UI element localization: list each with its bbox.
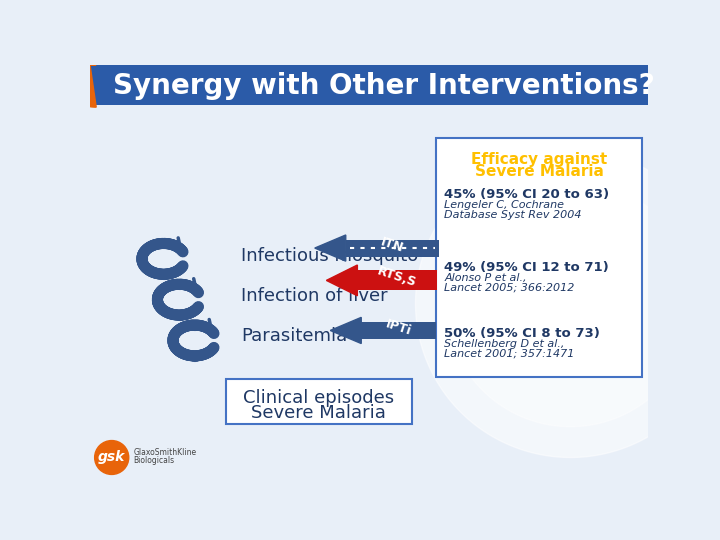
Polygon shape — [326, 265, 357, 296]
FancyBboxPatch shape — [225, 379, 412, 423]
Text: Severe Malaria: Severe Malaria — [474, 164, 603, 179]
Text: Infectious mosquito: Infectious mosquito — [241, 247, 418, 265]
Text: Infection of liver: Infection of liver — [241, 287, 388, 305]
Text: Synergy with Other Interventions?: Synergy with Other Interventions? — [113, 72, 655, 99]
Bar — [361, 322, 436, 339]
Text: ITN: ITN — [379, 235, 405, 255]
Text: Lancet 2005; 366:2012: Lancet 2005; 366:2012 — [444, 283, 575, 293]
Polygon shape — [415, 150, 720, 457]
FancyBboxPatch shape — [436, 138, 642, 377]
Text: Severe Malaria: Severe Malaria — [251, 403, 386, 422]
Circle shape — [94, 441, 129, 475]
Text: Biologicals: Biologicals — [133, 456, 174, 465]
Text: Clinical episodes: Clinical episodes — [243, 389, 394, 407]
Text: IPTi: IPTi — [384, 317, 413, 338]
Text: Lancet 2001; 357:1471: Lancet 2001; 357:1471 — [444, 348, 575, 358]
Text: 45% (95% CI 20 to 63): 45% (95% CI 20 to 63) — [444, 188, 609, 201]
Text: Lengeler C, Cochrane: Lengeler C, Cochrane — [444, 200, 564, 210]
Text: 49% (95% CI 12 to 71): 49% (95% CI 12 to 71) — [444, 261, 609, 274]
Bar — [357, 271, 437, 291]
Polygon shape — [330, 318, 361, 343]
Text: RTS,S: RTS,S — [376, 265, 418, 290]
Polygon shape — [315, 235, 346, 261]
Bar — [90, 65, 648, 105]
Text: Parasitemia: Parasitemia — [241, 327, 347, 345]
Polygon shape — [446, 180, 695, 427]
Text: Database Syst Rev 2004: Database Syst Rev 2004 — [444, 210, 582, 220]
Polygon shape — [90, 65, 96, 107]
Text: Schellenberg D et al.,: Schellenberg D et al., — [444, 339, 564, 349]
Text: 50% (95% CI 8 to 73): 50% (95% CI 8 to 73) — [444, 327, 600, 340]
Text: gsk: gsk — [98, 450, 125, 464]
Text: GlaxoSmithKline: GlaxoSmithKline — [133, 448, 197, 457]
Text: Alonso P et al.,: Alonso P et al., — [444, 273, 526, 284]
Bar — [346, 240, 438, 256]
Text: Efficacy against: Efficacy against — [471, 152, 607, 167]
